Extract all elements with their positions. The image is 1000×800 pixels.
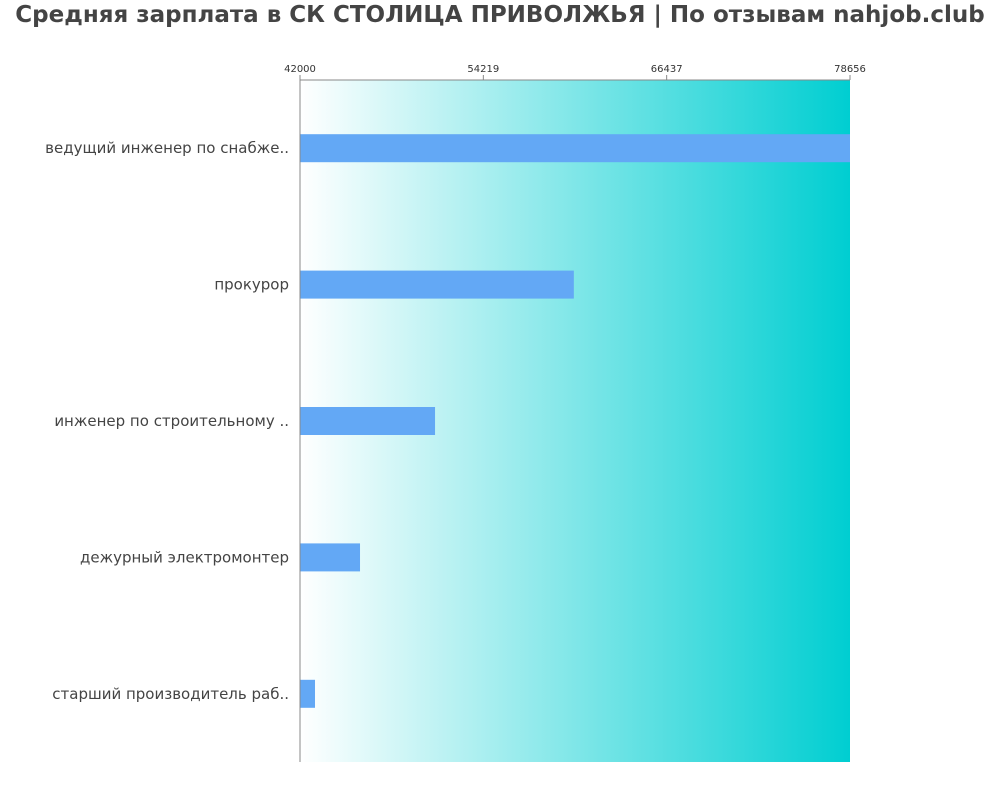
chart-title: Средняя зарплата в СК СТОЛИЦА ПРИВОЛЖЬЯ … — [15, 2, 985, 28]
category-label: инженер по строительному .. — [54, 412, 289, 430]
bars-group — [300, 134, 850, 708]
x-tick-label: 78656 — [834, 64, 866, 75]
x-tick-label: 42000 — [284, 64, 316, 75]
bar — [300, 270, 574, 299]
x-tick-label: 54219 — [467, 64, 499, 75]
bar — [300, 134, 850, 163]
axes-group — [299, 79, 850, 762]
category-label: старший производитель раб.. — [52, 685, 289, 703]
bar — [300, 679, 316, 708]
bar — [300, 543, 361, 572]
ticks-group: 42000 54219 66437 78656 — [284, 64, 866, 80]
category-labels-group: ведущий инженер по снабже.. прокурор инжен… — [45, 139, 289, 703]
category-label: дежурный электромонтер — [80, 548, 289, 566]
x-tick-label: 66437 — [651, 64, 683, 75]
category-label: ведущий инженер по снабже.. — [45, 139, 289, 157]
bar — [300, 407, 436, 435]
category-label: прокурор — [214, 276, 289, 294]
